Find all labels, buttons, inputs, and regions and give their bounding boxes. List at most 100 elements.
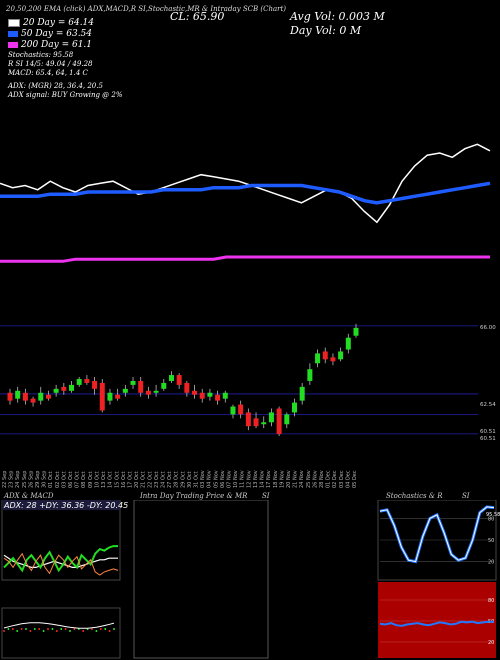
candle-body: [261, 422, 267, 425]
date-tick-label: 12 Nov: [246, 470, 252, 488]
candle-body: [353, 327, 359, 336]
candle-body: [307, 369, 313, 381]
ema200-label: 200 Day = 61.1: [21, 40, 93, 50]
header-segment-6: (Chart): [260, 5, 287, 13]
date-tick-label: 30 Oct: [187, 471, 193, 488]
date-tick-label: 07 Oct: [75, 471, 81, 488]
date-tick-label: 14 Nov: [260, 470, 266, 488]
stoch-level-label: 20: [488, 560, 494, 566]
candle-body: [192, 390, 198, 395]
candle-body: [53, 388, 59, 393]
rsi-panel: [378, 582, 496, 658]
ema20-label: 20 Day = 64.14: [23, 18, 95, 28]
date-tick-label: 23 Oct: [154, 471, 160, 488]
date-tick-label: 17 Oct: [128, 471, 134, 488]
header-segment-2: ADX,MACD,R: [87, 5, 136, 13]
date-tick-label: 24 Sep: [15, 471, 21, 488]
date-tick-label: 07 Nov: [227, 470, 233, 488]
candle-body: [7, 392, 13, 401]
candle-body: [130, 380, 136, 385]
price-level-label: 66.00: [480, 325, 496, 331]
candle-body: [330, 357, 336, 362]
macd-panel: [1, 607, 121, 659]
ema50-label: 50 Day = 63.54: [21, 29, 93, 39]
date-tick-label: 25 Sep: [22, 471, 28, 488]
candle-body: [84, 379, 90, 383]
date-tick-label: 04 Dec: [345, 470, 351, 488]
header-segment-4: & Intraday: [201, 5, 241, 13]
candle-body: [168, 375, 174, 381]
stoch-value-label: 95.58: [486, 512, 500, 518]
date-tick-label: 06 Nov: [220, 470, 226, 488]
date-tick-label: 13 Nov: [253, 470, 259, 488]
candle-body: [345, 337, 351, 350]
date-tick-label: 03 Dec: [339, 470, 345, 488]
rsi-level-label: 20: [488, 640, 494, 646]
candle-body: [338, 351, 344, 360]
ema20-swatch: [8, 18, 20, 27]
lower-panels: ADX: 28 +DY: 36.36 -DY: 20.45 80 50 20 95.5…: [1, 500, 500, 659]
date-tick-label: 19 Nov: [279, 470, 285, 488]
date-tick-label: 13 Oct: [101, 471, 107, 488]
date-tick-label: 03 Nov: [200, 470, 206, 488]
date-tick-label: 29 Oct: [180, 471, 186, 488]
date-tick-label: 02 Oct: [55, 471, 61, 488]
date-tick-label: 24 Oct: [161, 471, 167, 488]
ema20-line: [0, 143, 491, 224]
date-tick-label: 25 Nov: [306, 470, 312, 488]
intraday-panel: [133, 500, 269, 659]
date-tick-label: 21 Oct: [141, 471, 147, 488]
candle-body: [291, 402, 297, 413]
candle-body: [238, 404, 244, 415]
intraday-panel-title: Intra Day Trading Price & MR: [140, 492, 248, 500]
date-tick-label: 15 Oct: [114, 471, 120, 488]
candle-body: [99, 382, 105, 411]
date-tick-label: 11 Nov: [240, 470, 246, 488]
candle-body: [322, 351, 328, 360]
candle-body: [38, 392, 44, 401]
adx-line: [3, 554, 118, 569]
legend-ema200: 200 Day = 61.1: [8, 40, 92, 50]
date-tick-label: 03 Oct: [61, 471, 67, 488]
day-volume: Day Vol: 0 M: [290, 24, 362, 37]
stoch-level-label: 80: [488, 516, 494, 522]
candle-body: [299, 386, 305, 401]
stochastics-readout: Stochastics: 95.58: [8, 51, 74, 59]
candle-body: [184, 382, 190, 393]
macd-readout: MACD: 65.4, 64, 1.4 C: [8, 69, 88, 77]
legend-ema50: 50 Day = 63.54: [8, 29, 92, 39]
candle-body: [22, 392, 28, 401]
date-tick-label: 17 Nov: [266, 470, 272, 488]
date-tick-label: 21 Nov: [293, 470, 299, 488]
header-segment-5: SCB: [242, 5, 259, 13]
candle-body: [268, 412, 274, 423]
date-tick-label: 18 Nov: [273, 470, 279, 488]
date-tick-label: 10 Oct: [95, 471, 101, 488]
date-tick-label: 24 Nov: [299, 470, 305, 488]
candle-body: [199, 392, 205, 399]
stoch-si-label: SI: [462, 492, 470, 500]
price-level-label: 60.51: [480, 436, 496, 442]
adx-signal: ADX signal: BUY Growing @ 2%: [8, 91, 123, 99]
header-segment-1: 20,50,200 EMA (click): [6, 5, 86, 13]
date-tick-label: 14 Oct: [108, 471, 114, 488]
stoch-level-label: 50: [488, 538, 494, 544]
date-tick-label: 01 Oct: [48, 471, 54, 488]
ema200-swatch: [8, 41, 18, 48]
candle-body: [115, 394, 121, 399]
candle-body: [76, 379, 82, 385]
candle-body: [222, 392, 228, 399]
date-tick-label: 20 Oct: [134, 471, 140, 488]
date-tick-label: 28 Nov: [319, 470, 325, 488]
candle-body: [207, 392, 213, 397]
date-tick-label: 08 Oct: [81, 471, 87, 488]
date-tick-label: 23 Sep: [9, 471, 15, 488]
candle-body: [245, 412, 251, 427]
adx-values-bar: [2, 500, 120, 510]
candle-body: [153, 390, 159, 393]
date-tick-label: 02 Dec: [332, 470, 338, 488]
date-tick-label: 20 Nov: [286, 470, 292, 488]
candle-body: [92, 380, 98, 389]
legend-ema20: 20 Day = 64.14: [8, 18, 94, 28]
date-tick-label: 29 Sep: [35, 471, 41, 488]
